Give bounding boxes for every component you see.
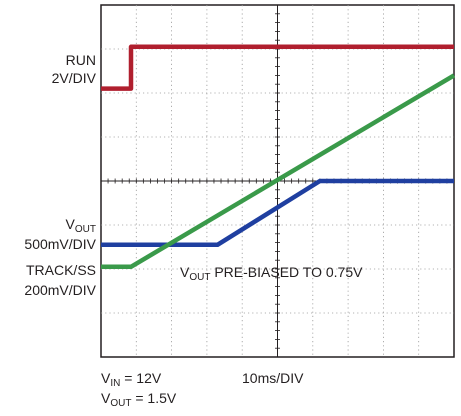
vin-condition: VIN = 12V — [101, 370, 162, 389]
vin-suffix: = 12V — [120, 370, 162, 386]
traces — [101, 44, 456, 270]
annotation-prefix: V — [180, 264, 190, 280]
track-channel-scale: 200mV/DIV — [24, 282, 96, 298]
annotation-sub: OUT — [189, 272, 211, 283]
vout-suffix: = 1.5V — [131, 390, 177, 406]
vout-name-prefix: V — [65, 216, 75, 232]
vout-sub: OUT — [110, 398, 132, 409]
annotation-suffix: PRE-BIASED TO 0.75V — [210, 264, 363, 280]
trace-track-ss — [101, 73, 456, 270]
vout-condition: VOUT = 1.5V — [101, 390, 177, 409]
track-channel-name: TRACK/SS — [25, 262, 96, 278]
run-channel-scale: 2V/DIV — [51, 70, 96, 86]
vout-prebias-annotation: VOUT PRE-BIASED TO 0.75V — [180, 264, 363, 283]
trace-vout — [101, 178, 454, 248]
trace-run — [101, 44, 454, 91]
vout-channel-scale: 500mV/DIV — [24, 236, 96, 252]
vin-prefix: V — [101, 370, 111, 386]
vout-channel-name: VOUT — [10, 216, 96, 235]
time-scale-label: 10ms/DIV — [242, 370, 304, 386]
vout-name-sub: OUT — [74, 224, 96, 235]
vin-sub: IN — [110, 378, 121, 389]
vout-prefix: V — [101, 390, 111, 406]
run-channel-name: RUN — [65, 52, 96, 68]
